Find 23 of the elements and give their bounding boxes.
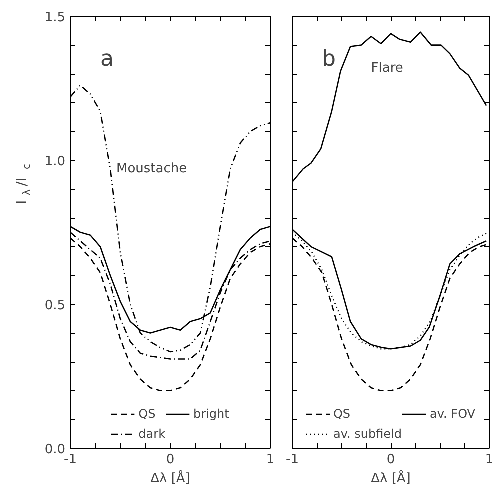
legend-label: QS [138, 407, 157, 421]
x-axis-title: Δλ [Å] [371, 470, 411, 486]
x-tick-label: 1 [266, 452, 275, 468]
y-tick-label: 1.5 [44, 10, 66, 26]
x-tick-label: -1 [64, 452, 77, 468]
x-tick-label: 1 [485, 452, 494, 468]
legend-label: dark [138, 427, 166, 441]
legend-label: QS [333, 407, 352, 421]
y-tick-label: 1.0 [44, 154, 66, 170]
legend-label: bright [194, 407, 230, 421]
x-tick-label: 0 [166, 452, 175, 468]
x-tick-label: -1 [286, 452, 299, 468]
x-axis-title: Δλ [Å] [150, 470, 190, 486]
legend-label: av. FOV [430, 407, 476, 421]
text: b [322, 47, 336, 72]
text: a [100, 47, 114, 72]
y-axis-title: Iλ/Ic [14, 164, 33, 204]
legend-label: av. subfield [333, 427, 402, 441]
x-tick-label: 0 [386, 452, 396, 468]
y-tick-label: 0.5 [44, 298, 66, 314]
annotation: Flare [371, 60, 404, 76]
y-tick-label: 0.0 [44, 442, 66, 458]
annotation: Moustache [116, 162, 188, 177]
